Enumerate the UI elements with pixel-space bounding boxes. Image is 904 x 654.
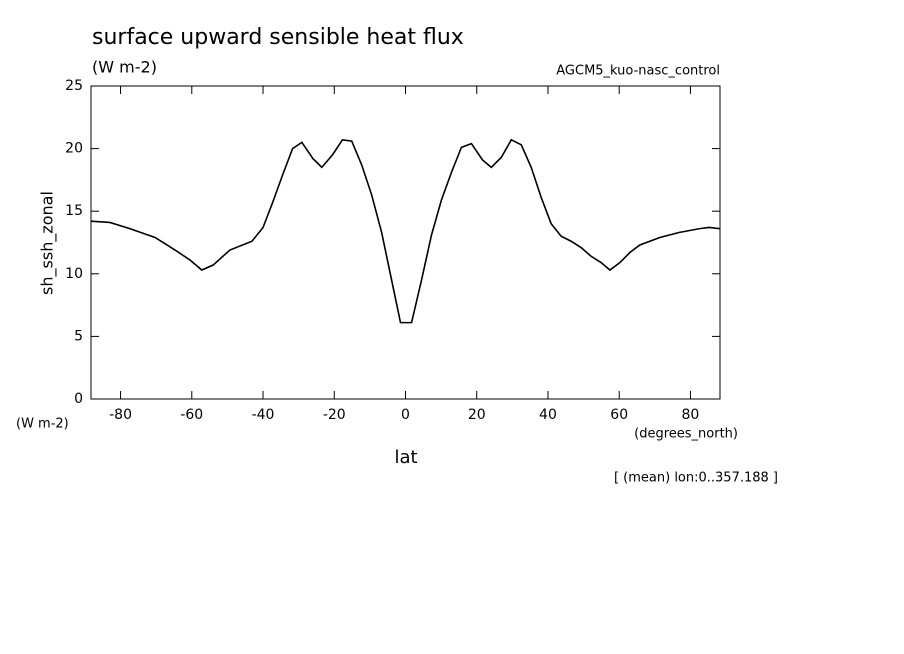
x-axis-label: lat <box>394 447 417 468</box>
x-tick-label: 60 <box>610 407 628 423</box>
y-tick-label: 0 <box>74 391 83 407</box>
chart-title: surface upward sensible heat flux <box>92 25 464 50</box>
y-tick-label: 25 <box>65 78 83 94</box>
x-tick-label: -20 <box>323 407 346 423</box>
y-axis-label: sh_ssh_zonal <box>38 191 58 295</box>
x-tick-label: -40 <box>252 407 275 423</box>
x-tick-label: 20 <box>468 407 486 423</box>
y-tick-label: 5 <box>74 328 83 344</box>
y-tick-label: 20 <box>65 141 83 157</box>
x-tick-label: -80 <box>109 407 132 423</box>
y-tick-label: 10 <box>65 266 83 282</box>
footnote: [ (mean) lon:0..357.188 ] <box>614 471 778 486</box>
dataset-label: AGCM5_kuo-nasc_control <box>556 64 720 79</box>
data-line <box>90 138 721 324</box>
y-units: (W m-2) <box>16 417 69 432</box>
y-tick-label: 15 <box>65 203 83 219</box>
x-tick-label: -60 <box>180 407 203 423</box>
x-tick-label: 0 <box>401 407 410 423</box>
x-units: (degrees_north) <box>634 427 738 442</box>
subtitle: (W m-2) <box>92 58 157 77</box>
x-tick-label: 40 <box>539 407 557 423</box>
x-tick-label: 80 <box>682 407 700 423</box>
